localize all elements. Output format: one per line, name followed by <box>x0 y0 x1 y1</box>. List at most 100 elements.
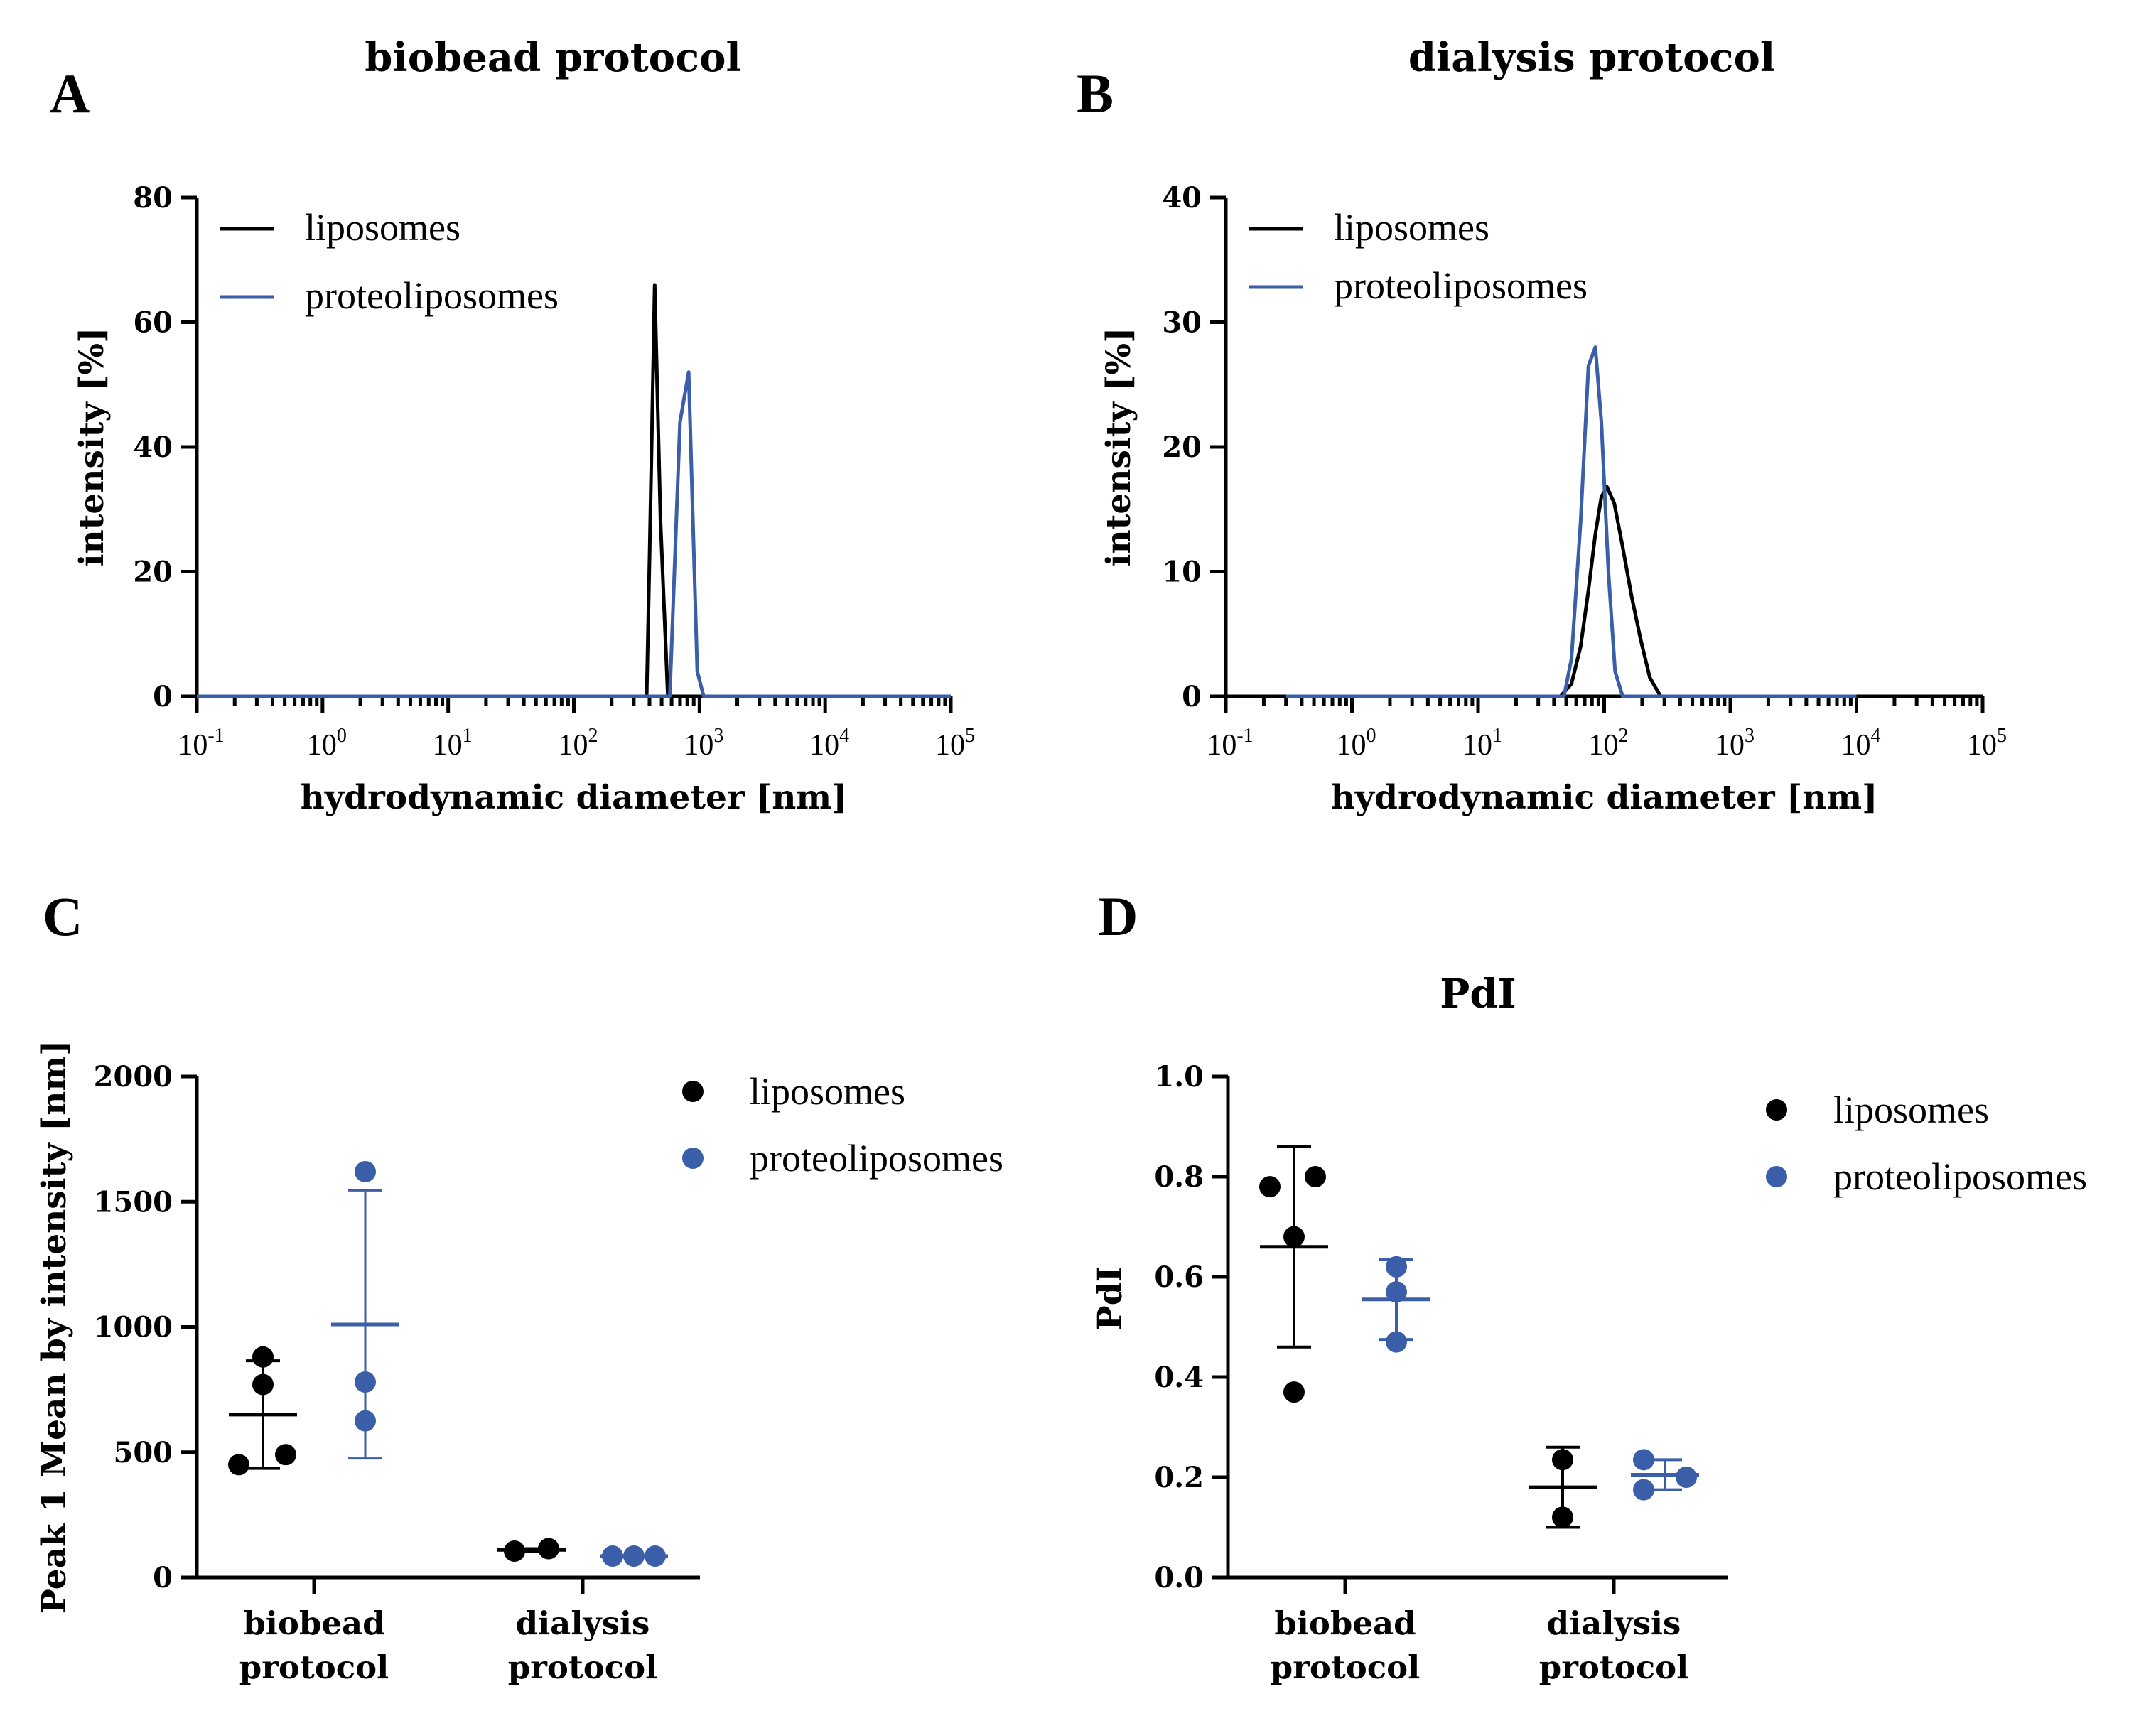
y-axis-label: intensity [%] <box>1099 328 1138 567</box>
data-point-proteoliposomes <box>1386 1331 1407 1353</box>
data-point-liposomes <box>1305 1166 1326 1187</box>
legend-label: liposomes <box>305 206 460 249</box>
x-tick-base: 10 <box>809 729 839 762</box>
data-point-proteoliposomes <box>1633 1449 1654 1471</box>
data-point-liposomes <box>1552 1449 1573 1471</box>
data-point-liposomes <box>1283 1226 1305 1248</box>
category-label: biobead protocol <box>1271 1604 1421 1686</box>
x-tick-exponent: -1 <box>1236 725 1253 747</box>
y-axis-label: intensity [%] <box>72 328 112 567</box>
category-label-line: biobead <box>1274 1604 1416 1642</box>
x-tick-exponent: 0 <box>337 725 347 747</box>
x-tick-label: 10-1 <box>1207 725 1253 762</box>
data-point-liposomes <box>538 1538 559 1560</box>
series-line-proteoliposomes <box>197 370 951 698</box>
x-tick-base: 10 <box>1967 729 1997 762</box>
x-tick-base: 10 <box>935 729 965 762</box>
y-axis-label: Peak 1 Mean by intensity [nm] <box>35 1040 74 1614</box>
chart-title: PdI <box>1440 971 1516 1018</box>
category-label-line: dialysis <box>516 1604 650 1642</box>
category-label-line: biobead <box>243 1604 384 1642</box>
category-label-line: protocol <box>1539 1648 1689 1686</box>
x-tick-label: 100 <box>1337 725 1376 762</box>
y-tick-label: 0.6 <box>1154 1261 1204 1294</box>
y-tick-label: 0.4 <box>1154 1361 1204 1394</box>
x-tick-label: 100 <box>307 725 347 762</box>
y-tick-label: 20 <box>1162 431 1202 464</box>
x-tick-exponent: 5 <box>1997 725 2007 747</box>
y-tick-label: 40 <box>1162 181 1202 215</box>
data-point-liposomes <box>228 1454 249 1476</box>
x-tick-label: 104 <box>1841 725 1881 762</box>
data-point-liposomes <box>1283 1381 1305 1403</box>
y-tick-label: 80 <box>133 181 173 215</box>
x-tick-base: 10 <box>1207 729 1236 762</box>
x-tick-label: 102 <box>559 725 598 762</box>
y-tick-label: 2000 <box>94 1060 173 1094</box>
legend-label: proteoliposomes <box>1334 264 1588 307</box>
panel-letter-a: A <box>50 63 90 124</box>
data-point-proteoliposomes <box>1386 1256 1407 1278</box>
y-tick-label: 0 <box>153 680 173 713</box>
y-tick-label: 10 <box>1162 556 1202 589</box>
x-tick-label: 103 <box>684 725 723 762</box>
legend-label: proteoliposomes <box>1833 1155 2087 1198</box>
x-tick-base: 10 <box>1589 729 1619 762</box>
x-tick-exponent: 0 <box>1367 725 1376 747</box>
y-tick-label: 1500 <box>94 1185 173 1219</box>
data-point-proteoliposomes <box>602 1545 623 1567</box>
x-tick-base: 10 <box>1715 729 1745 762</box>
x-tick-label: 104 <box>809 725 849 762</box>
y-tick-label: 40 <box>133 431 173 464</box>
y-tick-label: 500 <box>114 1436 173 1469</box>
y-tick-label: 0.2 <box>1154 1461 1204 1494</box>
data-point-proteoliposomes <box>645 1545 666 1567</box>
y-axis-label: PdI <box>1091 1266 1130 1330</box>
x-tick-exponent: 2 <box>1619 725 1629 747</box>
legend-marker <box>1766 1166 1787 1187</box>
x-tick-base: 10 <box>433 729 463 762</box>
legend-label: proteoliposomes <box>750 1137 1003 1180</box>
data-point-proteoliposomes <box>1633 1479 1654 1501</box>
data-point-liposomes <box>252 1373 274 1396</box>
data-point-proteoliposomes <box>355 1160 376 1182</box>
y-tick-label: 30 <box>1162 306 1202 340</box>
x-tick-base: 10 <box>1841 729 1871 762</box>
x-tick-base: 10 <box>1337 729 1367 762</box>
legend-marker <box>682 1148 704 1169</box>
x-tick-label: 105 <box>935 725 975 762</box>
category-label: dialysis protocol <box>1539 1604 1689 1686</box>
y-tick-label: 1000 <box>94 1311 173 1344</box>
data-point-proteoliposomes <box>1386 1281 1407 1303</box>
x-tick-exponent: 3 <box>1745 725 1755 747</box>
panel-letter-d: D <box>1098 885 1138 947</box>
y-tick-label: 60 <box>133 306 173 340</box>
category-label-line: protocol <box>1271 1648 1421 1686</box>
x-tick-base: 10 <box>307 729 337 762</box>
chart-title: biobead protocol <box>365 34 740 81</box>
legend-marker <box>1766 1099 1787 1121</box>
category-label: biobead protocol <box>239 1604 389 1686</box>
x-tick-exponent: 2 <box>588 725 598 747</box>
x-axis-label: hydrodynamic diameter [nm] <box>301 778 848 817</box>
x-axis-label: hydrodynamic diameter [nm] <box>1331 778 1878 817</box>
x-tick-exponent: 1 <box>463 725 473 747</box>
category-label-line: dialysis <box>1547 1604 1681 1642</box>
legend-label: liposomes <box>1833 1089 1989 1131</box>
x-tick-exponent: 4 <box>1871 725 1881 747</box>
x-tick-label: 105 <box>1967 725 2007 762</box>
legend-label: liposomes <box>1334 206 1489 249</box>
x-tick-exponent: 3 <box>713 725 723 747</box>
x-tick-label: 103 <box>1715 725 1755 762</box>
x-tick-label: 101 <box>433 725 473 762</box>
data-point-proteoliposomes <box>355 1410 376 1432</box>
data-point-proteoliposomes <box>623 1545 645 1567</box>
x-tick-exponent: -1 <box>207 725 224 747</box>
x-tick-base: 10 <box>178 729 207 762</box>
panel-letter-b: B <box>1077 63 1114 124</box>
